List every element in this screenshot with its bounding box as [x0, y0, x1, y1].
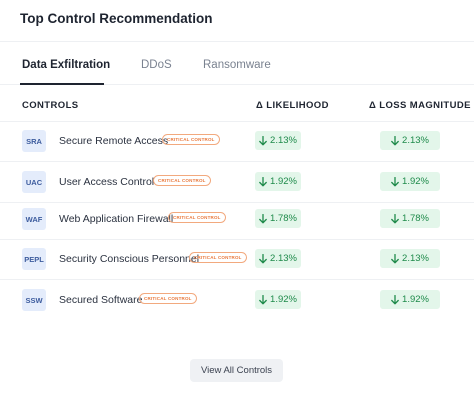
tab-ddos[interactable]: DDoS — [141, 59, 172, 71]
likelihood-value: 2.13% — [270, 253, 297, 264]
row-divider — [0, 202, 474, 203]
column-header-controls: CONTROLS — [22, 100, 79, 111]
loss-magnitude-delta: 1.92% — [380, 290, 440, 309]
control-name: Web Application Firewall — [59, 213, 174, 225]
control-name: Security Conscious Personnel — [59, 253, 200, 265]
critical-control-badge: CRITICAL CONTROL — [168, 212, 226, 223]
column-header-loss-magnitude: Δ LOSS MAGNITUDE — [369, 100, 471, 111]
table-row[interactable]: SSW Secured Software CRITICAL CONTROL 1.… — [0, 281, 474, 321]
loss-magnitude-value: 1.78% — [402, 213, 429, 224]
likelihood-value: 1.78% — [270, 213, 297, 224]
loss-magnitude-delta: 1.92% — [380, 172, 440, 191]
row-divider — [0, 161, 474, 162]
critical-control-badge: CRITICAL CONTROL — [153, 175, 211, 186]
loss-magnitude-delta: 2.13% — [380, 249, 440, 268]
arrow-down-icon — [259, 294, 267, 305]
table-row[interactable]: WAF Web Application Firewall CRITICAL CO… — [0, 200, 474, 240]
table-row[interactable]: SRA Secure Remote Access CRITICAL CONTRO… — [0, 122, 474, 162]
loss-magnitude-value: 1.92% — [402, 294, 429, 305]
arrow-down-icon — [391, 135, 399, 146]
arrow-down-icon — [259, 213, 267, 224]
threat-tabs: Data Exfiltration DDoS Ransomware — [0, 55, 474, 85]
arrow-down-icon — [391, 294, 399, 305]
table-header-divider — [0, 121, 474, 122]
likelihood-delta: 2.13% — [255, 131, 301, 150]
loss-magnitude-value: 2.13% — [402, 253, 429, 264]
table-row[interactable]: UAC User Access Control CRITICAL CONTROL… — [0, 163, 474, 203]
likelihood-value: 1.92% — [270, 294, 297, 305]
arrow-down-icon — [391, 213, 399, 224]
control-name: Secure Remote Access — [59, 135, 169, 147]
critical-control-badge: CRITICAL CONTROL — [139, 293, 197, 304]
control-code-badge: PEPL — [22, 248, 46, 270]
control-code-badge: UAC — [22, 171, 46, 193]
arrow-down-icon — [259, 176, 267, 187]
control-code-badge: SSW — [22, 289, 46, 311]
likelihood-delta: 1.92% — [255, 290, 301, 309]
likelihood-delta: 1.78% — [255, 209, 301, 228]
arrow-down-icon — [259, 135, 267, 146]
control-name: User Access Control — [59, 176, 155, 188]
card-title: Top Control Recommendation — [20, 11, 213, 26]
critical-control-badge: CRITICAL CONTROL — [162, 134, 220, 145]
tab-ransomware[interactable]: Ransomware — [203, 59, 271, 71]
column-header-likelihood: Δ LIKELIHOOD — [256, 100, 329, 111]
loss-magnitude-value: 1.92% — [402, 176, 429, 187]
loss-magnitude-delta: 2.13% — [380, 131, 440, 150]
arrow-down-icon — [391, 253, 399, 264]
arrow-down-icon — [391, 176, 399, 187]
loss-magnitude-delta: 1.78% — [380, 209, 440, 228]
likelihood-value: 1.92% — [270, 176, 297, 187]
critical-control-badge: CRITICAL CONTROL — [189, 252, 247, 263]
tab-data-exfiltration[interactable]: Data Exfiltration — [22, 59, 111, 71]
row-divider — [0, 279, 474, 280]
active-tab-indicator — [20, 83, 104, 85]
likelihood-value: 2.13% — [270, 135, 297, 146]
likelihood-delta: 2.13% — [255, 249, 301, 268]
control-name: Secured Software — [59, 294, 143, 306]
loss-magnitude-value: 2.13% — [402, 135, 429, 146]
table-row[interactable]: PEPL Security Conscious Personnel CRITIC… — [0, 240, 474, 280]
control-code-badge: WAF — [22, 208, 46, 230]
arrow-down-icon — [259, 253, 267, 264]
row-divider — [0, 239, 474, 240]
header-divider — [0, 41, 474, 42]
control-code-badge: SRA — [22, 130, 46, 152]
view-all-controls-button[interactable]: View All Controls — [190, 359, 283, 382]
likelihood-delta: 1.92% — [255, 172, 301, 191]
